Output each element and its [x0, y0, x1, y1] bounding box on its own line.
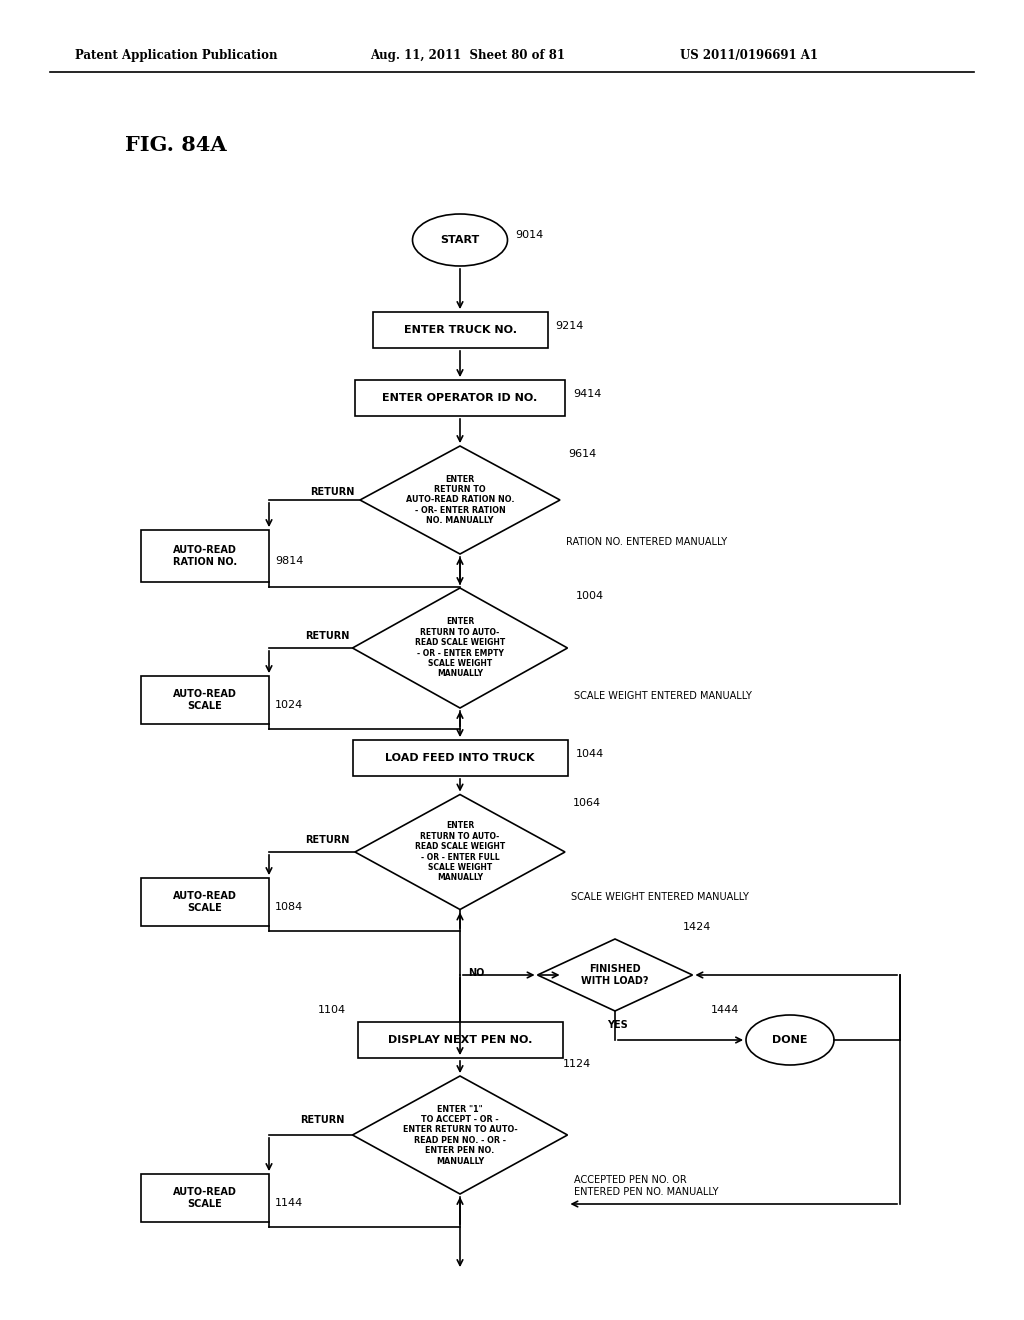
Text: FINISHED
WITH LOAD?: FINISHED WITH LOAD?: [582, 964, 649, 986]
Text: 9614: 9614: [568, 449, 596, 459]
Text: AUTO-READ
SCALE: AUTO-READ SCALE: [173, 689, 237, 710]
Text: 1104: 1104: [317, 1005, 346, 1015]
Text: YES: YES: [607, 1020, 628, 1030]
Text: RETURN: RETURN: [310, 487, 354, 498]
FancyBboxPatch shape: [355, 380, 565, 416]
Text: 9414: 9414: [573, 389, 601, 399]
Text: LOAD FEED INTO TRUCK: LOAD FEED INTO TRUCK: [385, 752, 535, 763]
Polygon shape: [352, 587, 567, 708]
Text: 1084: 1084: [275, 902, 303, 912]
FancyBboxPatch shape: [141, 676, 269, 723]
FancyBboxPatch shape: [352, 741, 567, 776]
Text: ENTER TRUCK NO.: ENTER TRUCK NO.: [403, 325, 516, 335]
Text: ACCEPTED PEN NO. OR
ENTERED PEN NO. MANUALLY: ACCEPTED PEN NO. OR ENTERED PEN NO. MANU…: [573, 1175, 718, 1197]
Text: 1004: 1004: [575, 591, 603, 601]
Polygon shape: [355, 795, 565, 909]
Text: 9214: 9214: [555, 321, 584, 331]
Text: AUTO-READ
SCALE: AUTO-READ SCALE: [173, 1187, 237, 1209]
FancyBboxPatch shape: [357, 1022, 562, 1059]
FancyBboxPatch shape: [141, 531, 269, 582]
Text: 1024: 1024: [275, 700, 303, 710]
Text: US 2011/0196691 A1: US 2011/0196691 A1: [680, 49, 818, 62]
Polygon shape: [360, 446, 560, 554]
Text: 1064: 1064: [573, 797, 601, 808]
Text: NO: NO: [468, 968, 484, 978]
Text: SCALE WEIGHT ENTERED MANUALLY: SCALE WEIGHT ENTERED MANUALLY: [571, 892, 749, 903]
Text: 9014: 9014: [515, 230, 544, 240]
Text: RETURN: RETURN: [305, 836, 349, 845]
Text: START: START: [440, 235, 479, 246]
Text: 1124: 1124: [562, 1059, 591, 1069]
Text: ENTER
RETURN TO AUTO-
READ SCALE WEIGHT
- OR - ENTER EMPTY
SCALE WEIGHT
MANUALLY: ENTER RETURN TO AUTO- READ SCALE WEIGHT …: [415, 618, 505, 678]
Text: RETURN: RETURN: [305, 631, 349, 642]
Text: RATION NO. ENTERED MANUALLY: RATION NO. ENTERED MANUALLY: [566, 537, 727, 546]
Text: RETURN: RETURN: [300, 1115, 344, 1125]
Text: SCALE WEIGHT ENTERED MANUALLY: SCALE WEIGHT ENTERED MANUALLY: [573, 690, 752, 701]
Text: 1444: 1444: [711, 1005, 739, 1015]
Text: DONE: DONE: [772, 1035, 808, 1045]
Text: FIG. 84A: FIG. 84A: [125, 135, 226, 154]
FancyBboxPatch shape: [141, 1173, 269, 1222]
FancyBboxPatch shape: [141, 878, 269, 927]
Text: Patent Application Publication: Patent Application Publication: [75, 49, 278, 62]
Text: ENTER "1"
TO ACCEPT - OR -
ENTER RETURN TO AUTO-
READ PEN NO. - OR -
ENTER PEN N: ENTER "1" TO ACCEPT - OR - ENTER RETURN …: [402, 1105, 517, 1166]
Text: 1424: 1424: [683, 921, 711, 932]
Text: ENTER
RETURN TO AUTO-
READ SCALE WEIGHT
- OR - ENTER FULL
SCALE WEIGHT
MANUALLY: ENTER RETURN TO AUTO- READ SCALE WEIGHT …: [415, 821, 505, 883]
Polygon shape: [352, 1076, 567, 1195]
Text: 1144: 1144: [275, 1199, 303, 1208]
Text: AUTO-READ
RATION NO.: AUTO-READ RATION NO.: [173, 545, 238, 566]
Text: Aug. 11, 2011  Sheet 80 of 81: Aug. 11, 2011 Sheet 80 of 81: [370, 49, 565, 62]
Text: 1044: 1044: [575, 748, 604, 759]
FancyBboxPatch shape: [373, 312, 548, 348]
Text: ENTER
RETURN TO
AUTO-READ RATION NO.
- OR- ENTER RATION
NO. MANUALLY: ENTER RETURN TO AUTO-READ RATION NO. - O…: [406, 475, 514, 525]
Polygon shape: [538, 939, 692, 1011]
Text: AUTO-READ
SCALE: AUTO-READ SCALE: [173, 891, 237, 913]
Text: DISPLAY NEXT PEN NO.: DISPLAY NEXT PEN NO.: [388, 1035, 532, 1045]
Text: 9814: 9814: [275, 556, 303, 566]
Text: ENTER OPERATOR ID NO.: ENTER OPERATOR ID NO.: [382, 393, 538, 403]
